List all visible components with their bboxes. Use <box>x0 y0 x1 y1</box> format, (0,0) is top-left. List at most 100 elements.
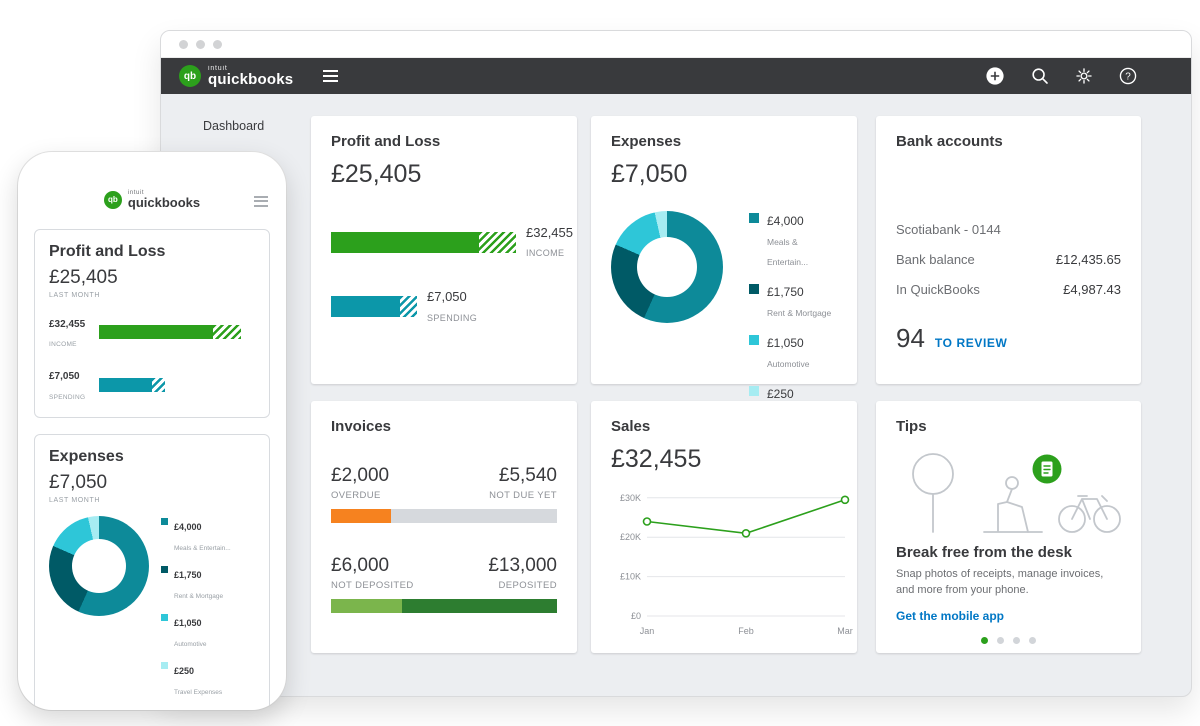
period-label: LAST MONTH <box>49 292 100 299</box>
to-review-link[interactable]: TO REVIEW <box>934 336 1008 350</box>
spending-bar <box>99 377 165 392</box>
settings-gear-icon[interactable] <box>1075 67 1093 85</box>
sales-line-chart: £30K £20K £10K £0 Jan Feb Mar <box>611 476 853 645</box>
profit-loss-amount: £25,405 <box>49 267 118 288</box>
income-value: £32,455 <box>49 319 86 330</box>
help-icon[interactable]: ? <box>1119 67 1137 85</box>
period-label: LAST MONTH <box>49 496 100 504</box>
income-label: INCOME <box>49 341 77 349</box>
bank-accounts-card[interactable]: Bank accounts Scotiabank - 0144 Bank bal… <box>876 116 1141 384</box>
spending-value: £7,050 <box>427 289 467 305</box>
quickbooks-logo-icon: qb <box>103 190 122 209</box>
deposited-amount: £13,000 <box>488 555 557 576</box>
sales-card[interactable]: Sales £32,455 £30K £20K £10K £0 Jan Feb Mar <box>591 401 857 653</box>
not-due-label: NOT DUE YET <box>489 490 557 501</box>
get-mobile-app-link[interactable]: Get the mobile app <box>896 608 1005 623</box>
expenses-donut-chart <box>611 211 723 323</box>
legend-item: £1,750 Rent & Mortgage <box>161 564 231 604</box>
overdue-amount: £2,000 <box>331 465 390 486</box>
in-quickbooks-row: In QuickBooks £4,987.43 <box>896 282 1121 297</box>
receipt-badge-icon <box>1032 454 1062 484</box>
sales-amount: £32,455 <box>611 445 702 473</box>
svg-text:£0: £0 <box>631 611 641 621</box>
card-title: Expenses <box>49 447 124 465</box>
overdue-label: OVERDUE <box>331 490 381 501</box>
card-title: Profit and Loss <box>49 243 166 260</box>
invoices-card[interactable]: Invoices £2,000 OVERDUE £5,540 NOT DUE YET… <box>311 401 577 653</box>
profit-loss-card[interactable]: Profit and Loss £25,405 £32,455 INCOME £… <box>311 116 577 384</box>
expenses-legend: £4,000 Meals & Entertain... £1,750 Rent & … <box>749 211 837 424</box>
not-due-amount: £5,540 <box>498 465 557 486</box>
svg-text:£10K: £10K <box>620 572 641 582</box>
tips-headline: Break free from the desk <box>896 544 1072 561</box>
invoice-deposit-bar <box>331 599 557 613</box>
card-title: Bank accounts <box>896 133 1003 150</box>
window-control-dot[interactable] <box>213 39 222 49</box>
carousel-dot[interactable] <box>997 636 1004 644</box>
phone-mockup: qb intuit quickbooks Profit and Loss £25… <box>18 152 286 710</box>
nav-icon-group: ? <box>985 66 1137 86</box>
bicycle-icon <box>1058 495 1121 533</box>
income-bar <box>99 325 241 340</box>
quickbooks-brand: intuit quickbooks <box>127 190 201 210</box>
carousel-dot[interactable] <box>981 636 988 644</box>
bank-balance-row: Bank balance £12,435.65 <box>896 252 1121 267</box>
income-bar-row: £32,455 INCOME <box>49 313 255 351</box>
tree-icon <box>912 453 954 533</box>
legend-color-swatch <box>749 335 759 345</box>
to-review-count: 94 <box>896 323 925 353</box>
hamburger-menu-icon[interactable] <box>254 193 268 209</box>
legend-item: £4,000 Meals & Entertain... <box>749 211 837 271</box>
profit-loss-bar-chart: £32,455 INCOME £7,050 SPENDING <box>49 313 255 404</box>
quick-create-icon[interactable] <box>985 66 1005 86</box>
brand-quickbooks-label: quickbooks <box>208 71 294 88</box>
card-title: Invoices <box>331 418 392 435</box>
card-title: Tips <box>896 418 927 435</box>
window-control-dot[interactable] <box>196 39 205 49</box>
legend-item: £1,050 Automotive <box>161 612 231 652</box>
carousel-dots <box>896 636 1121 644</box>
phone-profit-loss-card[interactable]: Profit and Loss £25,405 LAST MONTH £32,4… <box>34 229 270 418</box>
not-deposited-label: NOT DEPOSITED <box>331 580 414 591</box>
tips-card[interactable]: Tips <box>876 401 1141 653</box>
not-deposited-amount: £6,000 <box>331 555 390 576</box>
spending-bar-row: £7,050 SPENDING <box>49 365 255 403</box>
brand-intuit-label: intuit <box>208 65 228 72</box>
income-bar-row: £32,455 INCOME <box>331 223 573 261</box>
card-title: Profit and Loss <box>331 133 441 150</box>
quickbooks-logo-icon[interactable]: qb <box>179 65 201 87</box>
dashboard-nav-label[interactable]: Dashboard <box>203 119 265 133</box>
search-icon[interactable] <box>1031 67 1049 85</box>
income-bar <box>331 231 516 253</box>
carousel-dot[interactable] <box>1013 636 1020 644</box>
expenses-legend: £4,000 Meals & Entertain... £1,750 Rent & … <box>161 516 231 700</box>
expenses-card[interactable]: Expenses £7,050 £4,000 Meals & Entertain.… <box>591 116 857 420</box>
browser-window: qb intuit quickbooks ? Dashboard Profit … <box>160 30 1192 697</box>
spending-value: £7,050 <box>49 371 80 383</box>
svg-text:?: ? <box>1125 72 1131 83</box>
income-label: INCOME <box>526 248 565 259</box>
top-nav: qb intuit quickbooks ? <box>161 58 1191 94</box>
deposited-label: DEPOSITED <box>498 580 557 591</box>
legend-item: £1,750 Rent & Mortgage <box>749 282 837 322</box>
quickbooks-brand: intuit quickbooks <box>208 65 293 87</box>
carousel-dot[interactable] <box>1029 636 1036 644</box>
window-titlebar <box>161 31 1191 58</box>
legend-color-swatch <box>161 613 168 621</box>
hamburger-menu-icon[interactable] <box>323 67 339 85</box>
expenses-amount: £7,050 <box>611 160 688 188</box>
svg-text:Feb: Feb <box>738 626 754 636</box>
spending-bar <box>331 296 417 318</box>
svg-text:Jan: Jan <box>640 626 655 636</box>
legend-color-swatch <box>749 213 759 223</box>
phone-expenses-card[interactable]: Expenses £7,050 LAST MONTH £4,000 Meals &… <box>34 433 270 710</box>
phone-header: qb intuit quickbooks <box>34 190 270 209</box>
profit-loss-bar-chart: £32,455 INCOME £7,050 SPENDING <box>331 223 573 326</box>
legend-color-swatch <box>161 517 168 525</box>
legend-item: £4,000 Meals & Entertain... <box>161 516 231 556</box>
legend-color-swatch <box>161 565 168 573</box>
window-control-dot[interactable] <box>179 39 188 49</box>
profit-loss-amount: £25,405 <box>331 160 422 188</box>
legend-color-swatch <box>161 661 168 669</box>
